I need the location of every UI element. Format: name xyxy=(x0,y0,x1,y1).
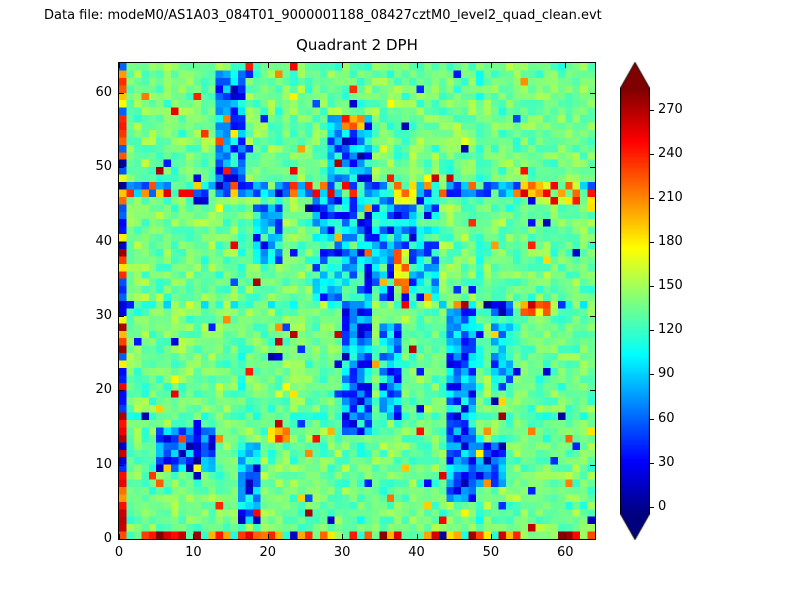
x-tick-label: 40 xyxy=(408,545,425,560)
datafile-text: Data file: modeM0/AS1A03_084T01_90000011… xyxy=(44,8,602,23)
colorbar-tick-label: 120 xyxy=(658,322,683,338)
colorbar-canvas xyxy=(620,62,650,540)
colorbar-tick-label: 210 xyxy=(658,190,683,206)
colorbar-tick-mark xyxy=(650,374,654,376)
colorbar-tick-label: 30 xyxy=(658,454,675,470)
y-tick-mark-right xyxy=(590,539,595,540)
colorbar xyxy=(620,62,650,540)
x-tick-label: 10 xyxy=(185,545,202,560)
colorbar-tick-label: 180 xyxy=(658,234,683,250)
y-tick-label: 0 xyxy=(103,531,112,546)
y-tick-label: 30 xyxy=(95,307,112,323)
y-tick-label: 20 xyxy=(95,382,112,398)
x-tick-label: 20 xyxy=(259,545,277,560)
colorbar-tick-label: 90 xyxy=(658,366,675,382)
colorbar-tick-label: 240 xyxy=(658,146,683,162)
colorbar-tick-mark xyxy=(650,330,654,332)
colorbar-tick-mark xyxy=(650,286,654,288)
colorbar-tick-mark xyxy=(650,154,654,156)
heatmap-plot xyxy=(118,62,596,540)
y-tick-label: 10 xyxy=(95,456,112,472)
x-tick-label: 60 xyxy=(556,545,574,560)
colorbar-tick-label: 270 xyxy=(658,102,683,118)
x-tick-label: 30 xyxy=(333,545,351,560)
y-tick-mark xyxy=(119,539,124,540)
colorbar-tick-mark xyxy=(650,198,654,200)
colorbar-tick-mark xyxy=(650,506,654,508)
y-tick-label: 60 xyxy=(95,84,112,100)
y-tick-label: 50 xyxy=(95,159,112,175)
colorbar-tick-label: 150 xyxy=(658,278,683,294)
heatmap-canvas xyxy=(119,63,595,539)
plot-title: Quadrant 2 DPH xyxy=(296,36,418,54)
x-tick-label: 50 xyxy=(482,545,500,560)
y-tick-label: 40 xyxy=(95,233,112,249)
colorbar-tick-label: 60 xyxy=(658,410,675,426)
x-tick-label: 0 xyxy=(114,545,124,560)
colorbar-tick-mark xyxy=(650,462,654,464)
colorbar-tick-label: 0 xyxy=(658,498,667,514)
colorbar-tick-mark xyxy=(650,110,654,112)
colorbar-tick-mark xyxy=(650,242,654,244)
colorbar-tick-mark xyxy=(650,418,654,420)
